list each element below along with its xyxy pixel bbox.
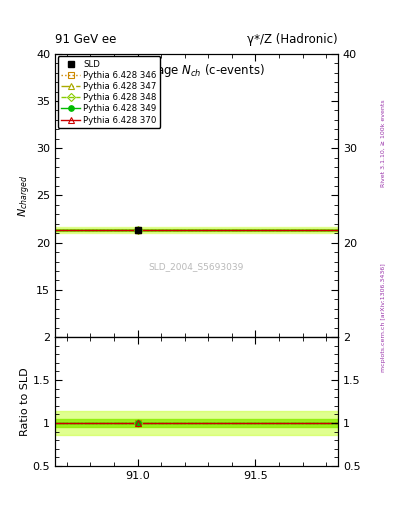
Text: Average $N_{ch}$ (c-events): Average $N_{ch}$ (c-events): [129, 62, 264, 79]
Y-axis label: Ratio to SLD: Ratio to SLD: [20, 367, 30, 436]
Legend: SLD, Pythia 6.428 346, Pythia 6.428 347, Pythia 6.428 348, Pythia 6.428 349, Pyt: SLD, Pythia 6.428 346, Pythia 6.428 347,…: [58, 56, 160, 128]
Text: SLD_2004_S5693039: SLD_2004_S5693039: [149, 262, 244, 271]
Y-axis label: $N_{charged}$: $N_{charged}$: [17, 175, 33, 217]
Text: Rivet 3.1.10, ≥ 100k events: Rivet 3.1.10, ≥ 100k events: [381, 99, 386, 187]
Text: mcplots.cern.ch [arXiv:1306.3436]: mcplots.cern.ch [arXiv:1306.3436]: [381, 263, 386, 372]
Text: γ*/Z (Hadronic): γ*/Z (Hadronic): [247, 33, 338, 46]
Text: 91 GeV ee: 91 GeV ee: [55, 33, 116, 46]
